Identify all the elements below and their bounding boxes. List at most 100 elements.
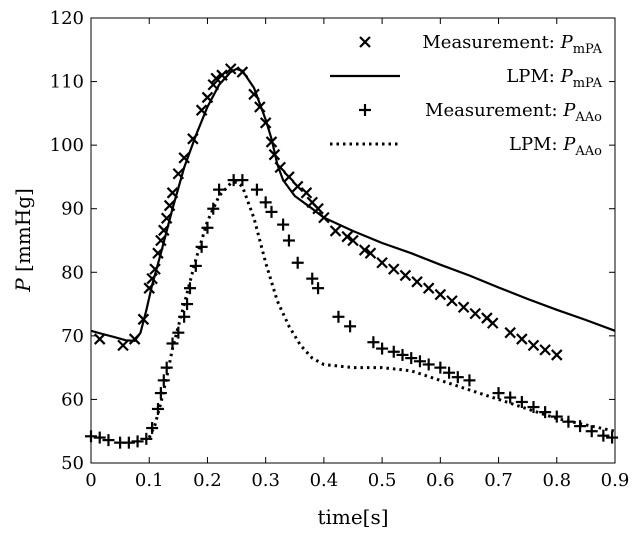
data-point xyxy=(443,366,456,379)
x-tick-label: 0.5 xyxy=(368,470,397,491)
data-point xyxy=(93,431,106,444)
y-tick-label: 110 xyxy=(50,72,84,93)
data-point xyxy=(376,256,388,269)
data-point xyxy=(364,247,377,259)
y-tick-label: 100 xyxy=(50,135,84,156)
x-axis-title: time[s] xyxy=(317,505,388,529)
data-point xyxy=(347,234,359,247)
series-3 xyxy=(85,174,619,449)
x-tick-label: 0.6 xyxy=(426,470,455,491)
data-point xyxy=(457,301,470,314)
data-point xyxy=(154,387,167,400)
plot-area xyxy=(85,17,619,464)
data-point xyxy=(131,435,144,448)
data-point xyxy=(102,434,115,447)
y-tick-label: 80 xyxy=(61,262,84,283)
data-point xyxy=(344,320,357,333)
x-tick-label: 0.3 xyxy=(251,470,280,491)
data-point xyxy=(367,336,380,349)
data-point xyxy=(550,349,563,361)
data-point xyxy=(376,342,389,355)
series-1 xyxy=(93,63,563,361)
data-point xyxy=(504,391,517,404)
data-point xyxy=(527,401,540,414)
data-point xyxy=(486,317,499,329)
data-point xyxy=(539,406,552,419)
legend-label: LPM: PAAo xyxy=(509,134,602,159)
x-tick-label: 0.8 xyxy=(542,470,571,491)
x-tick-label: 0.4 xyxy=(310,470,339,491)
data-point xyxy=(210,72,222,85)
legend-symbol xyxy=(359,104,371,116)
data-point xyxy=(85,430,97,443)
data-point xyxy=(122,436,135,449)
data-point xyxy=(434,288,447,301)
data-point xyxy=(422,358,435,371)
y-tick-label: 60 xyxy=(61,389,84,410)
legend-symbol xyxy=(359,36,371,48)
legend: Measurement: PmPA LPM: PmPA Measurement: P… xyxy=(330,32,603,159)
data-point xyxy=(277,218,290,231)
data-point xyxy=(539,344,551,356)
data-point xyxy=(282,234,295,247)
x-tick-label: 0.7 xyxy=(484,470,513,491)
data-point xyxy=(250,183,263,196)
data-point xyxy=(396,348,409,361)
data-point xyxy=(140,432,153,445)
legend-item: Measurement: PmPA xyxy=(359,32,603,57)
data-point xyxy=(259,196,272,209)
x-axis: 0 0.1 0.2 0.3 0.4 0.5 0.6 0.7 0.8 0.9 xyxy=(85,18,629,491)
data-point xyxy=(213,183,226,196)
data-point xyxy=(434,361,447,374)
y-axis: 50 60 70 80 90 100 110 120 xyxy=(50,8,615,474)
data-point xyxy=(236,174,249,187)
legend-item: LPM: PAAo xyxy=(330,134,602,159)
data-point xyxy=(283,171,295,183)
data-point xyxy=(504,326,516,339)
y-tick-label: 120 xyxy=(50,8,84,29)
data-point xyxy=(265,205,278,218)
data-point xyxy=(306,272,319,285)
data-point xyxy=(387,345,400,358)
data-point xyxy=(312,282,325,295)
legend-item: Measurement: PAAo xyxy=(359,100,602,125)
series-2 xyxy=(90,67,616,342)
x-tick-label: 0.1 xyxy=(135,470,164,491)
data-point xyxy=(515,395,528,408)
data-point xyxy=(463,374,476,387)
legend-label: LPM: PmPA xyxy=(506,66,602,91)
data-point xyxy=(157,374,170,387)
data-point xyxy=(446,295,458,307)
y-axis-title: P [mmHg] xyxy=(11,188,35,293)
data-point xyxy=(300,187,313,199)
data-point xyxy=(585,425,598,438)
data-point xyxy=(183,282,196,295)
legend-item: LPM: PmPA xyxy=(330,66,603,91)
legend-label: Measurement: PAAo xyxy=(425,100,602,125)
data-point xyxy=(550,410,563,423)
data-point xyxy=(606,431,619,444)
data-point xyxy=(224,63,237,75)
data-point xyxy=(358,244,371,256)
data-point xyxy=(117,339,129,352)
legend-label: Measurement: PmPA xyxy=(422,32,602,57)
data-point xyxy=(207,202,220,215)
data-point xyxy=(146,422,159,435)
data-point xyxy=(469,307,482,320)
data-point xyxy=(527,339,540,352)
data-point xyxy=(341,230,353,243)
data-point xyxy=(329,225,342,237)
data-point xyxy=(399,269,412,282)
data-point xyxy=(387,263,400,275)
x-tick-label: 0.2 xyxy=(193,470,222,491)
x-tick-label: 0.9 xyxy=(601,470,630,491)
y-tick-label: 70 xyxy=(61,326,84,347)
data-point xyxy=(597,429,610,442)
series-layer xyxy=(85,63,619,449)
data-point xyxy=(172,326,185,339)
data-point xyxy=(411,276,423,288)
data-point xyxy=(405,352,418,365)
series-line xyxy=(90,67,616,342)
y-tick-label: 90 xyxy=(61,199,84,220)
